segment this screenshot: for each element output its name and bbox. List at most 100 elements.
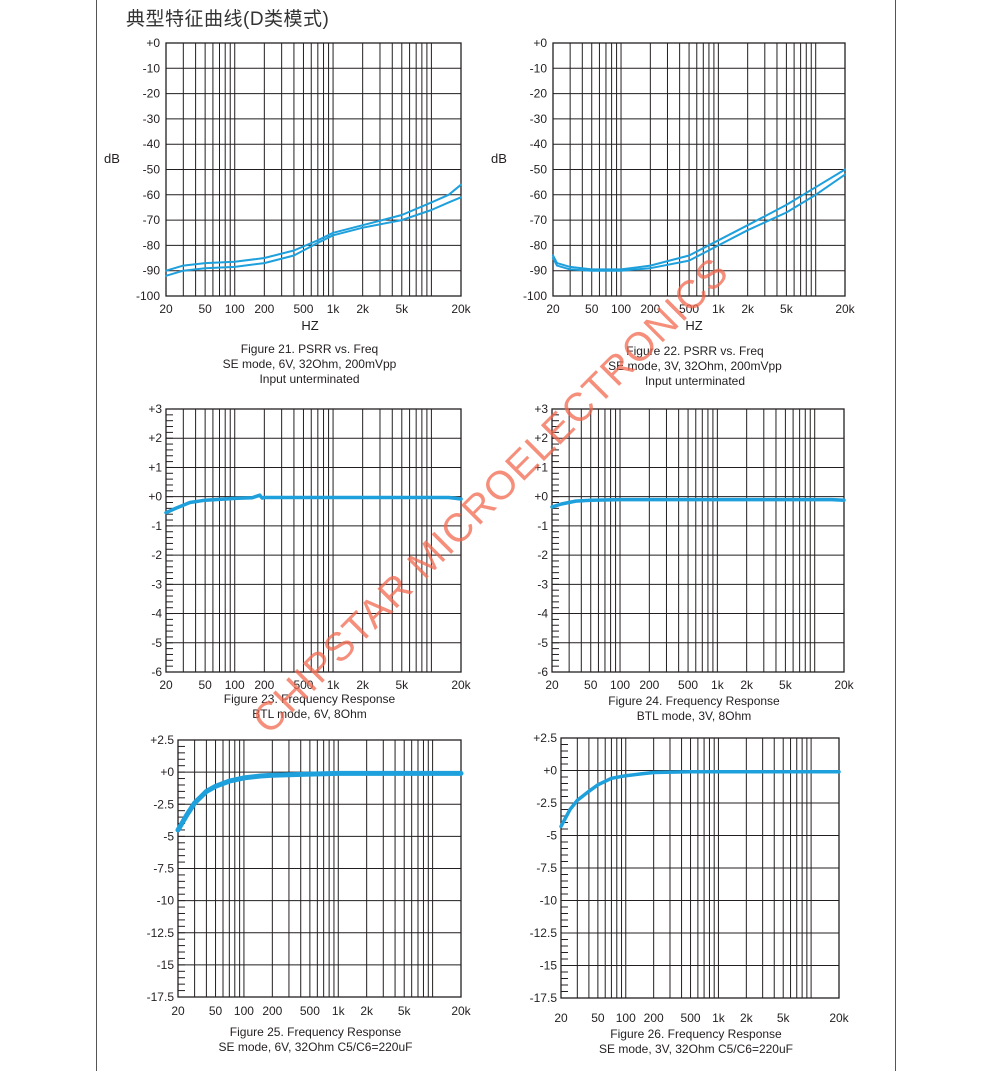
x-tick-label: 20k xyxy=(829,1011,849,1025)
y-tick-label: +3 xyxy=(148,402,162,416)
y-tick-label: +2.5 xyxy=(150,733,174,747)
x-tick-label: 1k xyxy=(327,302,341,316)
y-tick-label: +0 xyxy=(534,490,548,504)
y-tick-label: -30 xyxy=(143,112,161,126)
y-tick-label: -60 xyxy=(143,188,161,202)
y-tick-label: -40 xyxy=(143,137,161,151)
x-tick-label: 5k xyxy=(777,1011,791,1025)
y-tick-label: +0 xyxy=(160,765,174,779)
y-tick-label: -2 xyxy=(151,548,162,562)
x-tick-label: 100 xyxy=(610,678,630,692)
x-tick-label: 20 xyxy=(171,1004,185,1018)
y-tick-label: -100 xyxy=(136,289,160,303)
figure-caption: Figure 22. PSRR vs. Freq xyxy=(626,344,763,358)
x-tick-label: 2k xyxy=(356,302,370,316)
series-line xyxy=(165,183,462,272)
x-tick-label: 5k xyxy=(398,1004,412,1018)
y-tick-label: -90 xyxy=(143,264,161,278)
y-tick-label: +0 xyxy=(148,490,162,504)
x-tick-label: 500 xyxy=(300,1004,320,1018)
y-tick-label: -5 xyxy=(546,829,557,843)
y-tick-label: -2.5 xyxy=(536,796,557,810)
x-tick-label: 20 xyxy=(159,302,173,316)
chart-fig24: +3 +2 +1 +0 -1 -2 -3 -4 -5 -620 50 100 200 500 1k 2k 5k 2… xyxy=(534,402,854,723)
y-tick-label: -90 xyxy=(530,264,548,278)
figure-caption: BTL mode, 3V, 8Ohm xyxy=(637,709,752,723)
x-tick-label: 500 xyxy=(293,302,313,316)
series-line xyxy=(559,770,841,829)
x-tick-label: 20k xyxy=(835,302,855,316)
series-line xyxy=(552,173,846,272)
x-tick-label: 50 xyxy=(198,302,212,316)
x-tick-label: 20 xyxy=(546,302,560,316)
y-tick-label: -5 xyxy=(151,636,162,650)
y-tick-label: -4 xyxy=(151,607,162,621)
page-left-rule xyxy=(96,0,97,1071)
x-axis-label: HZ xyxy=(301,318,318,333)
x-tick-label: 500 xyxy=(681,1011,701,1025)
x-tick-label: 2k xyxy=(741,302,755,316)
page-title: 典型特征曲线(D类模式) xyxy=(126,9,330,30)
x-tick-label: 5k xyxy=(779,678,793,692)
y-tick-label: -80 xyxy=(143,238,161,252)
y-tick-label: +1 xyxy=(534,460,548,474)
figure-caption: Figure 21. PSRR vs. Freq xyxy=(241,342,378,356)
x-tick-label: 2k xyxy=(740,678,754,692)
y-tick-label: -70 xyxy=(530,213,548,227)
x-tick-label: 1k xyxy=(332,1004,346,1018)
series-line xyxy=(550,497,846,509)
y-tick-label: -15 xyxy=(157,958,175,972)
y-tick-label: -3 xyxy=(537,577,548,591)
x-tick-label: 1k xyxy=(711,678,725,692)
figure-caption: SE mode, 3V, 32Ohm C5/C6=220uF xyxy=(599,1042,793,1056)
y-tick-label: -30 xyxy=(530,112,548,126)
y-axis-label: dB xyxy=(491,151,507,166)
x-tick-label: 100 xyxy=(225,302,245,316)
y-tick-label: -10 xyxy=(157,894,175,908)
figure-caption: Figure 26. Frequency Response xyxy=(610,1027,782,1041)
y-tick-label: -6 xyxy=(151,665,162,679)
y-tick-label: +0 xyxy=(533,36,547,50)
x-tick-label: 100 xyxy=(611,302,631,316)
y-tick-label: -2 xyxy=(537,548,548,562)
y-tick-label: -17.5 xyxy=(147,990,175,1004)
y-tick-label: -12.5 xyxy=(530,926,558,940)
y-tick-label: -6 xyxy=(537,665,548,679)
figure-caption: Figure 24. Frequency Response xyxy=(608,694,780,708)
x-tick-label: 500 xyxy=(678,678,698,692)
x-tick-label: 500 xyxy=(679,302,699,316)
y-tick-label: -10 xyxy=(143,61,161,75)
x-tick-label: 5k xyxy=(395,302,409,316)
x-tick-label: 5k xyxy=(780,302,794,316)
x-tick-label: 200 xyxy=(639,678,659,692)
x-tick-label: 1k xyxy=(327,678,341,692)
page-right-rule xyxy=(895,0,896,1071)
x-tick-label: 20 xyxy=(554,1011,568,1025)
figure-caption: Input unterminated xyxy=(259,372,359,386)
x-tick-label: 50 xyxy=(209,1004,223,1018)
x-tick-label: 1k xyxy=(712,302,726,316)
figure-caption: Figure 25. Frequency Response xyxy=(230,1025,402,1039)
x-tick-label: 5k xyxy=(395,678,409,692)
x-tick-label: 50 xyxy=(591,1011,605,1025)
x-tick-label: 200 xyxy=(254,678,274,692)
plot-frame xyxy=(551,408,845,673)
y-tick-label: -5 xyxy=(163,829,174,843)
x-tick-label: 100 xyxy=(616,1011,636,1025)
y-tick-label: -20 xyxy=(143,87,161,101)
y-tick-label: +1 xyxy=(148,460,162,474)
chart-fig23: +3 +2 +1 +0 -1 -2 -3 -4 -5 -620 50 100 200 500 1k 2k 5k 2… xyxy=(148,402,471,721)
y-tick-label: -12.5 xyxy=(147,926,175,940)
y-tick-label: -4 xyxy=(537,607,548,621)
x-tick-label: 20 xyxy=(545,678,559,692)
y-tick-label: -10 xyxy=(540,894,558,908)
y-tick-label: -5 xyxy=(537,636,548,650)
x-tick-label: 500 xyxy=(293,678,313,692)
y-tick-label: +2 xyxy=(148,431,162,445)
y-tick-label: -1 xyxy=(537,519,548,533)
x-tick-label: 20k xyxy=(451,1004,471,1018)
y-tick-label: -20 xyxy=(530,87,548,101)
y-tick-label: +0 xyxy=(146,36,160,50)
